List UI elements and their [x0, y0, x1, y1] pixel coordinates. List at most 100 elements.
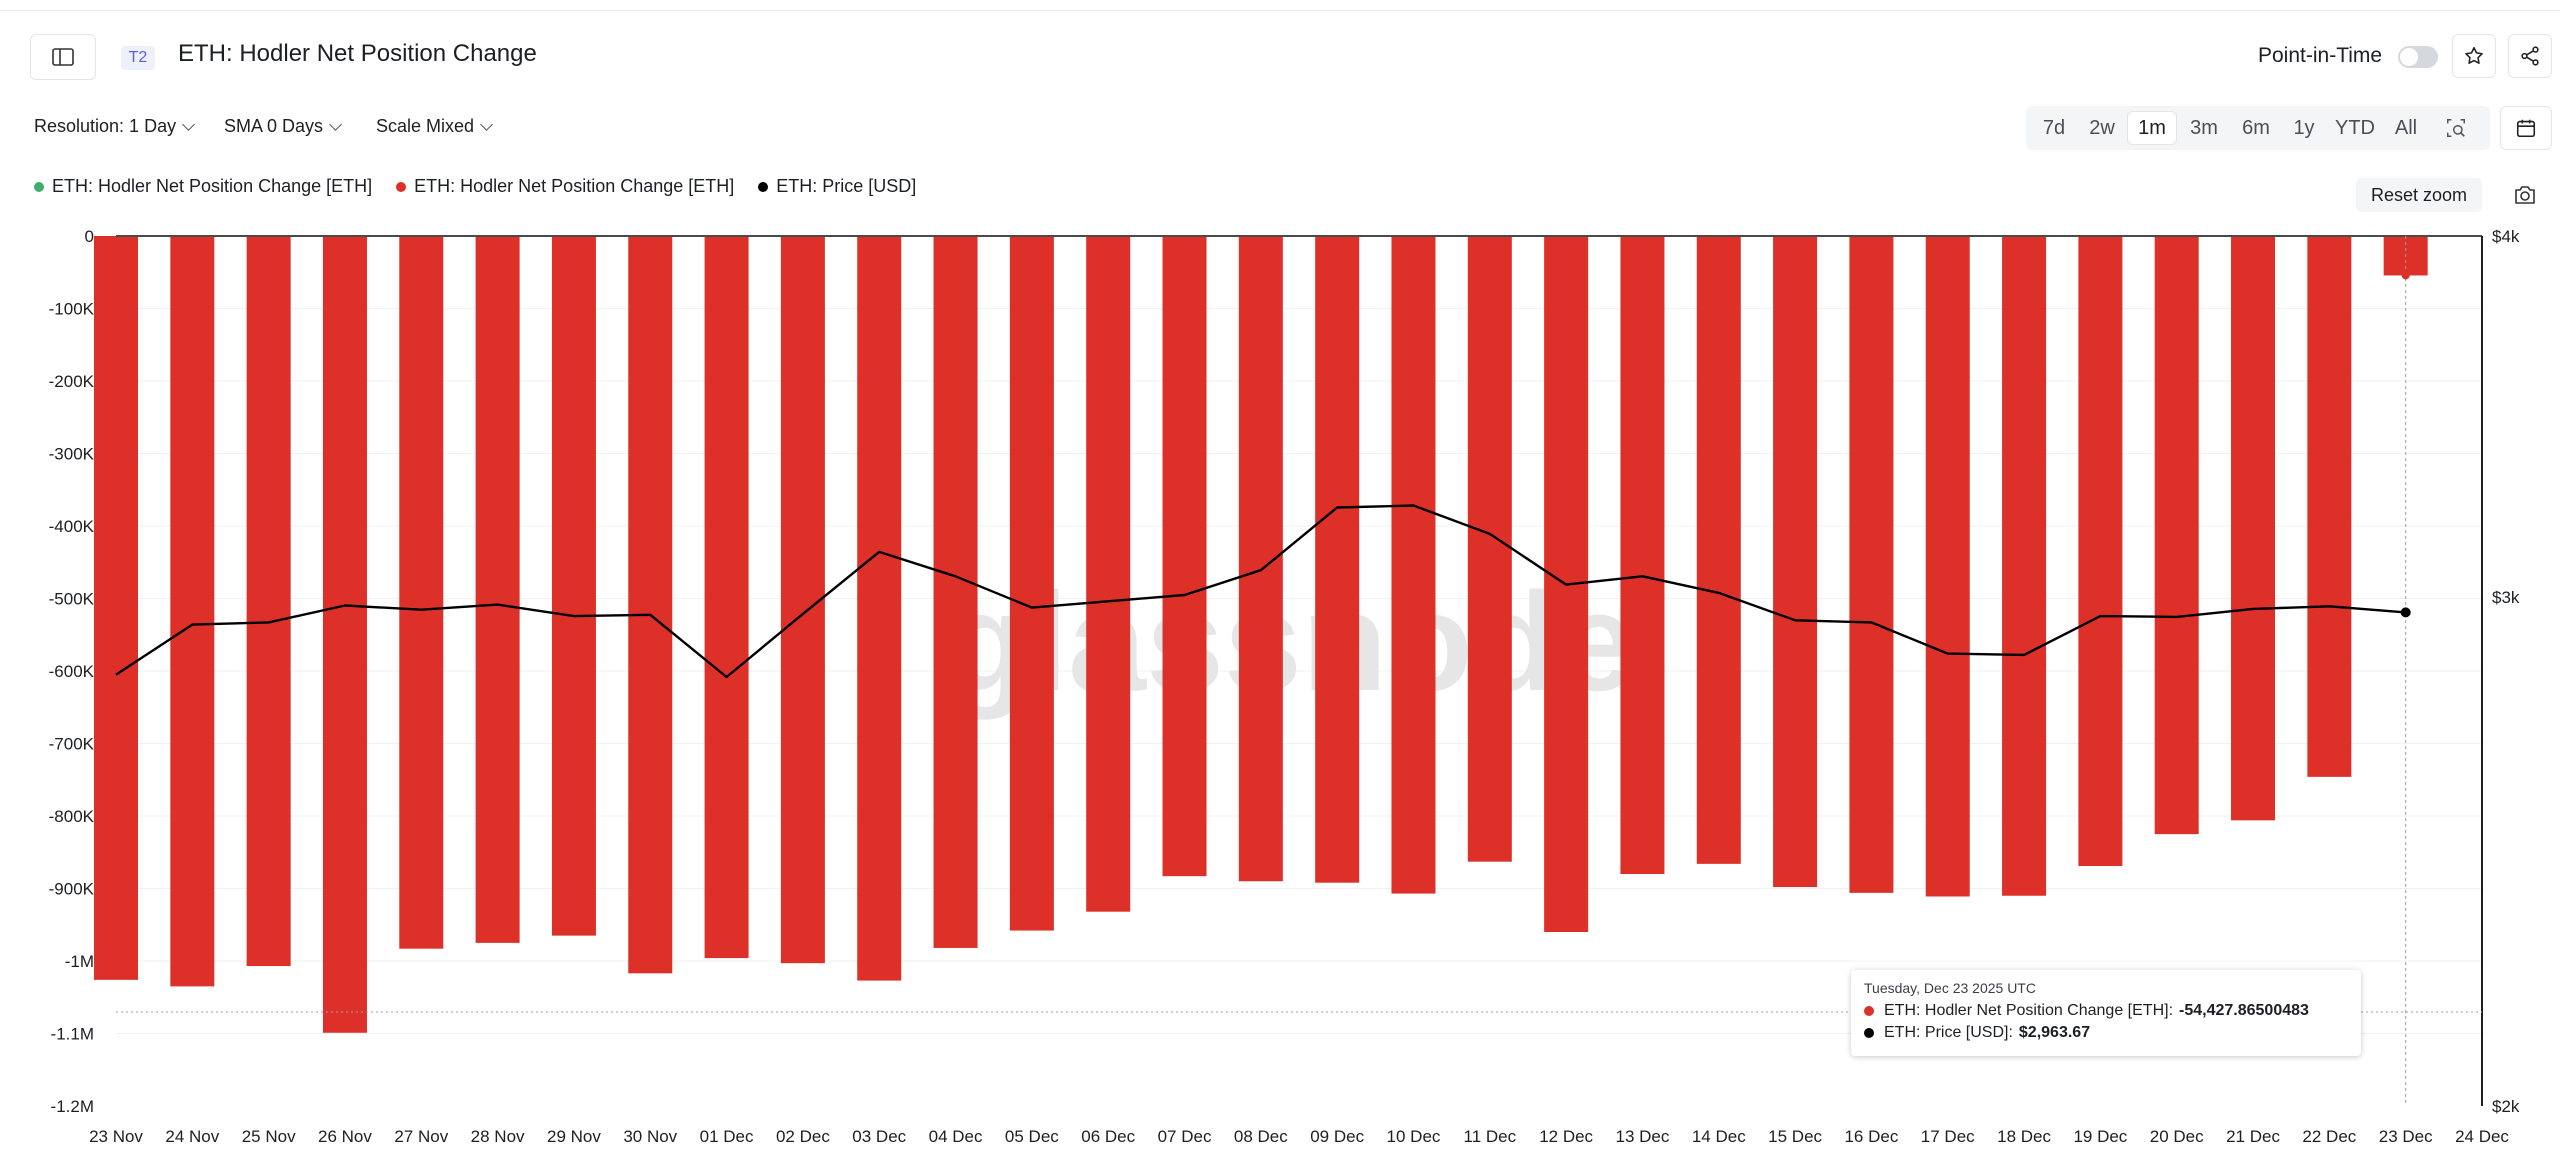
bar[interactable]: [475, 236, 520, 943]
x-tick-label: 21 Dec: [2226, 1127, 2280, 1146]
legend-item[interactable]: ETH: Hodler Net Position Change [ETH]: [34, 176, 372, 197]
bar[interactable]: [1086, 236, 1131, 912]
bar[interactable]: [1162, 236, 1207, 877]
bar[interactable]: [1009, 236, 1054, 931]
tooltip-dot: [1864, 1028, 1874, 1038]
bar[interactable]: [551, 236, 596, 936]
range-7d[interactable]: 7d: [2042, 116, 2066, 139]
bar[interactable]: [1849, 236, 1894, 893]
x-tick-label: 22 Dec: [2302, 1127, 2356, 1146]
range-6m[interactable]: 6m: [2242, 116, 2270, 139]
bar[interactable]: [399, 236, 444, 949]
bar[interactable]: [1773, 236, 1818, 888]
bar[interactable]: [170, 236, 215, 987]
y-tick-label-right: $4k: [2492, 227, 2520, 246]
bar[interactable]: [2078, 236, 2123, 867]
x-tick-label: 02 Dec: [776, 1127, 830, 1146]
resolution-dropdown[interactable]: Resolution: 1 Day: [34, 116, 195, 137]
bar[interactable]: [94, 236, 138, 980]
x-tick-label: 28 Nov: [471, 1127, 525, 1146]
bar[interactable]: [780, 236, 825, 964]
bar[interactable]: [2307, 236, 2352, 777]
bar[interactable]: [1544, 236, 1589, 932]
sma-label: SMA 0 Days: [224, 116, 324, 136]
bar[interactable]: [2231, 236, 2276, 821]
bar[interactable]: [704, 236, 749, 959]
scale-label: Scale Mixed: [376, 116, 475, 136]
bar[interactable]: [933, 236, 978, 948]
x-tick-label: 27 Nov: [394, 1127, 448, 1146]
bar[interactable]: [1925, 236, 1970, 897]
bar[interactable]: [1467, 236, 1512, 862]
star-icon: [2465, 46, 2483, 65]
x-tick-label: 23 Dec: [2379, 1127, 2433, 1146]
x-tick-label: 04 Dec: [929, 1127, 983, 1146]
y-tick-label-left: -900K: [49, 880, 95, 899]
tooltip-row-holder-change: ETH: Hodler Net Position Change [ETH]: -…: [1864, 1002, 2309, 1020]
legend-item[interactable]: ETH: Price [USD]: [758, 176, 916, 197]
range-1m[interactable]: 1m: [2128, 112, 2176, 144]
range-1y[interactable]: 1y: [2293, 116, 2315, 139]
zoom-select-button[interactable]: [2434, 112, 2478, 144]
date-picker-button[interactable]: [2500, 106, 2552, 150]
chevron-down-icon: [182, 117, 195, 131]
x-tick-label: 07 Dec: [1158, 1127, 1212, 1146]
bar[interactable]: [246, 236, 291, 967]
x-tick-label: 11 Dec: [1464, 1127, 1517, 1146]
chevron-down-icon: [480, 117, 493, 131]
bar-marker: [2401, 271, 2410, 280]
range-ytd[interactable]: YTD: [2335, 116, 2375, 139]
bar[interactable]: [1315, 236, 1360, 883]
x-tick-label: 13 Dec: [1616, 1127, 1670, 1146]
bar[interactable]: [1391, 236, 1436, 894]
x-tick-label: 16 Dec: [1844, 1127, 1898, 1146]
bar[interactable]: [1620, 236, 1665, 874]
legend-label: ETH: Hodler Net Position Change [ETH]: [414, 176, 735, 196]
y-tick-label-left: -1.1M: [51, 1025, 94, 1044]
resolution-label: Resolution: 1 Day: [34, 116, 177, 136]
x-tick-label: 08 Dec: [1234, 1127, 1288, 1146]
range-3m[interactable]: 3m: [2190, 116, 2218, 139]
x-tick-label: 17 Dec: [1921, 1127, 1975, 1146]
range-all[interactable]: All: [2394, 116, 2418, 139]
point-in-time-label: Point-in-Time: [2258, 44, 2383, 67]
x-tick-label: 05 Dec: [1005, 1127, 1059, 1146]
point-in-time-toggle[interactable]: [2398, 46, 2438, 68]
x-tick-label: 26 Nov: [318, 1127, 372, 1146]
y-tick-label-right: $3k: [2492, 588, 2520, 607]
x-tick-label: 09 Dec: [1310, 1127, 1364, 1146]
tooltip-dot: [1864, 1006, 1874, 1016]
favorite-button[interactable]: [2452, 34, 2496, 78]
bar[interactable]: [2383, 236, 2428, 276]
bar[interactable]: [1696, 236, 1741, 864]
bar[interactable]: [857, 236, 902, 981]
legend-item[interactable]: ETH: Hodler Net Position Change [ETH]: [396, 176, 734, 197]
screenshot-button[interactable]: [2500, 176, 2550, 214]
bar[interactable]: [1238, 236, 1283, 882]
x-tick-label: 25 Nov: [242, 1127, 296, 1146]
sidebar-toggle-button[interactable]: [30, 34, 96, 80]
legend-dot: [396, 181, 407, 192]
tooltip-row-price: ETH: Price [USD]: $2,963.67: [1864, 1024, 2090, 1042]
reset-zoom-button[interactable]: Reset zoom: [2356, 178, 2482, 212]
legend-dot: [758, 181, 769, 192]
bar[interactable]: [2154, 236, 2199, 835]
sma-dropdown[interactable]: SMA 0 Days: [224, 116, 342, 137]
tooltip-label: ETH: Price [USD]:: [1884, 1024, 2013, 1041]
scale-dropdown[interactable]: Scale Mixed: [376, 116, 493, 137]
price-line[interactable]: [115, 504, 2406, 679]
x-tick-label: 29 Nov: [547, 1127, 601, 1146]
chart-tooltip: Tuesday, Dec 23 2025 UTC ETH: Hodler Net…: [1851, 970, 2361, 1056]
bar[interactable]: [628, 236, 673, 974]
range-2w[interactable]: 2w: [2089, 116, 2115, 139]
bar[interactable]: [2002, 236, 2047, 896]
sidebar-icon: [52, 48, 74, 66]
share-button[interactable]: [2508, 34, 2552, 78]
chevron-down-icon: [329, 117, 342, 131]
x-tick-label: 15 Dec: [1768, 1127, 1822, 1146]
chart-legend: ETH: Hodler Net Position Change [ETH] ET…: [34, 176, 916, 197]
bar[interactable]: [322, 236, 367, 1033]
x-tick-label: 20 Dec: [2150, 1127, 2204, 1146]
x-tick-label: 12 Dec: [1539, 1127, 1593, 1146]
x-tick-label: 24 Dec: [2455, 1127, 2509, 1146]
